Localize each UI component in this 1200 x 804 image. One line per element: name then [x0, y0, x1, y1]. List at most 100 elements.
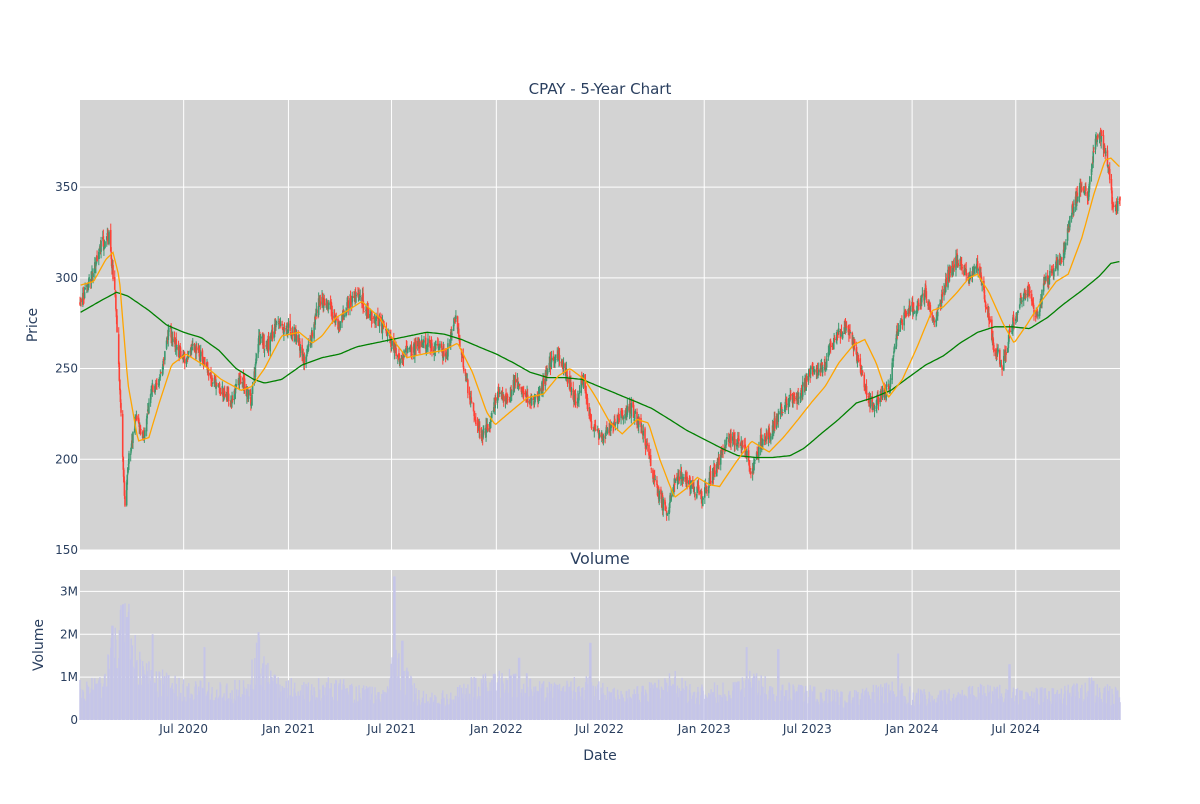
volume-bar [134, 635, 136, 720]
candle-body-down [923, 293, 925, 301]
volume-bar [363, 689, 365, 720]
candle-body-down [419, 341, 421, 348]
volume-bar [331, 696, 334, 720]
volume-bar [1025, 691, 1027, 720]
candle-body-down [335, 318, 338, 320]
candle-body-down [853, 339, 856, 346]
candle-body-up [1070, 215, 1073, 218]
candle-body-up [176, 344, 178, 350]
volume-axis-label: Volume [31, 619, 47, 671]
candle-body-down [263, 334, 265, 349]
candle-body-up [455, 315, 457, 319]
candle-body-down [772, 427, 774, 431]
candle-body-down [529, 401, 531, 403]
volume-bar [746, 647, 748, 720]
candle-body-up [125, 482, 128, 506]
candle-body-up [556, 354, 559, 359]
candle-body-down [271, 331, 274, 339]
candle-body-up [255, 353, 258, 361]
volume-bar [933, 698, 936, 720]
volume-bar [869, 698, 872, 720]
candle-body-up [548, 362, 551, 371]
candle-body-up [725, 438, 728, 445]
candle-body-up [624, 414, 626, 419]
candle-body-up [172, 338, 174, 342]
candle-body-up [391, 340, 393, 346]
candle-body-down [684, 477, 686, 479]
candle-body-down [949, 266, 952, 273]
candle-body-up [598, 433, 601, 438]
volume-bar [1073, 683, 1075, 720]
candle-body-up [258, 335, 260, 345]
volume-bar [981, 694, 983, 720]
volume-bar [929, 702, 932, 720]
candle-body-up [1065, 242, 1067, 246]
candle-body-down [887, 386, 890, 390]
candle-body-down [1076, 192, 1079, 200]
volume-bar [435, 696, 437, 720]
candle-body-up [784, 398, 787, 408]
candle-body-down [584, 390, 587, 394]
candle-body-up [98, 252, 101, 254]
candle-body-up [1069, 216, 1071, 228]
candle-body-up [752, 462, 755, 471]
volume-bar [570, 690, 573, 720]
volume-bar [710, 689, 712, 720]
candle-body-down [431, 343, 433, 352]
volume-bar [949, 700, 951, 720]
candle-body-up [246, 390, 248, 397]
volume-bar [873, 702, 876, 720]
candle-body-down [896, 328, 899, 334]
candle-body-up [1087, 191, 1090, 200]
candle-body-down [471, 402, 473, 404]
candle-body-up [723, 446, 726, 451]
candle-body-down [748, 462, 751, 467]
candle-body-down [956, 253, 958, 266]
candle-body-down [782, 412, 784, 413]
candle-body-down [113, 277, 116, 290]
volume-bar [128, 603, 130, 720]
candle-body-down [960, 261, 962, 265]
candle-body-up [498, 392, 501, 395]
candle-body-up [277, 321, 280, 323]
candle-body-up [688, 480, 690, 484]
candle-body-up [813, 369, 815, 371]
candle-body-up [241, 382, 244, 384]
candle-body-down [768, 427, 770, 436]
candle-body-up [707, 486, 710, 494]
candle-body-up [351, 295, 354, 303]
candle-body-up [97, 251, 100, 260]
candle-body-down [689, 477, 691, 490]
volume-bar [682, 688, 684, 720]
candle-body-down [219, 392, 222, 394]
volume-bar [758, 680, 760, 720]
candle-body-up [287, 323, 290, 328]
candle-body-up [251, 394, 253, 406]
candle-body-down [793, 397, 796, 402]
volume-bar [499, 697, 501, 720]
volume-bar [1109, 686, 1111, 720]
volume-bar [1016, 688, 1019, 720]
candle-body-down [636, 411, 638, 425]
volume-bar [303, 699, 306, 720]
candle-body-up [682, 476, 684, 481]
volume-bar [1005, 688, 1007, 720]
volume-bar [909, 704, 912, 720]
volume-bar [549, 683, 551, 720]
volume-bar [1045, 695, 1047, 720]
candle-body-down [1100, 130, 1103, 136]
candle-body-up [920, 296, 923, 303]
candle-body-down [965, 269, 968, 276]
candle-body-down [371, 318, 373, 320]
candle-body-up [126, 475, 129, 485]
candle-body-up [787, 398, 790, 408]
candle-body-up [614, 423, 617, 425]
candle-body-down [319, 301, 322, 306]
candle-body-down [588, 407, 590, 416]
candle-body-up [987, 311, 990, 315]
candle-body-up [616, 419, 619, 424]
volume-bar [718, 694, 720, 720]
candle-body-up [827, 352, 830, 358]
candle-body-down [299, 341, 301, 351]
